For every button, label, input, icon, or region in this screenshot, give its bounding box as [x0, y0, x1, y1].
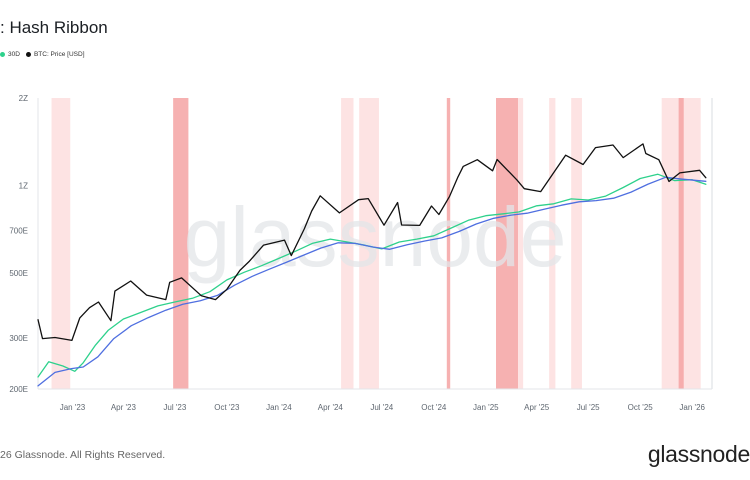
y-left-tick-label-2: 500E — [9, 269, 28, 278]
x-tick-label-9: Apr '25 — [524, 403, 550, 412]
legend-item-30d[interactable]: 30D — [0, 51, 20, 58]
btc-price-line — [37, 143, 707, 342]
highlight-bands — [51, 98, 701, 389]
legend-swatch-30d — [0, 52, 5, 57]
legend-label-btc-price: BTC: Price [USD] — [33, 51, 85, 58]
y-left-tick-label-1: 300E — [9, 334, 28, 343]
series-lines — [37, 143, 707, 387]
x-ticks: Jan '23 Apr '23 Jul '23 Oct '23 Jan '24 Apr '… — [60, 403, 706, 412]
highlight-band-8 — [571, 98, 582, 389]
highlight-band-5 — [496, 98, 519, 389]
highlight-band-10 — [678, 98, 684, 389]
chart-title: : Hash Ribbon — [0, 18, 108, 37]
x-tick-label-3: Oct '23 — [214, 403, 240, 412]
x-tick-label-2: Jul '23 — [163, 403, 186, 412]
y-left-ticks: 200E 300E 500E 700E 1Z 2Z — [9, 94, 28, 394]
y-left-tick-label-0: 200E — [9, 385, 28, 394]
x-tick-label-12: Jan '26 — [679, 403, 705, 412]
y-left-tick-label-4: 1Z — [19, 182, 28, 191]
y-left-tick-label-5: 2Z — [19, 94, 28, 103]
x-tick-label-0: Jan '23 — [60, 403, 86, 412]
x-tick-label-7: Oct '24 — [421, 403, 447, 412]
glassnode-logo: glassnode — [647, 441, 750, 467]
watermark-text: glassnode — [184, 190, 567, 284]
highlight-band-4 — [446, 98, 451, 389]
legend-label-30d: 30D — [8, 51, 20, 58]
x-tick-label-5: Apr '24 — [318, 403, 344, 412]
legend-swatch-btc-price — [25, 52, 31, 57]
x-tick-label-11: Oct '25 — [628, 403, 654, 412]
x-tick-label-8: Jan '25 — [473, 403, 499, 412]
x-tick-label-10: Jul '25 — [577, 403, 600, 412]
y-left-tick-label-3: 700E — [9, 227, 28, 236]
highlight-band-6 — [518, 98, 524, 389]
highlight-band-3 — [359, 98, 379, 389]
highlight-band-7 — [549, 98, 556, 389]
x-tick-label-1: Apr '23 — [111, 403, 137, 412]
x-tick-label-4: Jan '24 — [266, 403, 292, 412]
chart-legend: 30D BTC: Price [USD] — [0, 51, 85, 58]
copyright-text: 26 Glassnode. All Rights Reserved. — [0, 449, 166, 461]
hash-rate-60d-line — [37, 176, 707, 387]
highlight-band-1 — [173, 98, 189, 389]
legend-item-btc-price[interactable]: BTC: Price [USD] — [25, 51, 85, 58]
highlight-band-0 — [51, 98, 71, 389]
x-tick-label-6: Jul '24 — [370, 403, 393, 412]
